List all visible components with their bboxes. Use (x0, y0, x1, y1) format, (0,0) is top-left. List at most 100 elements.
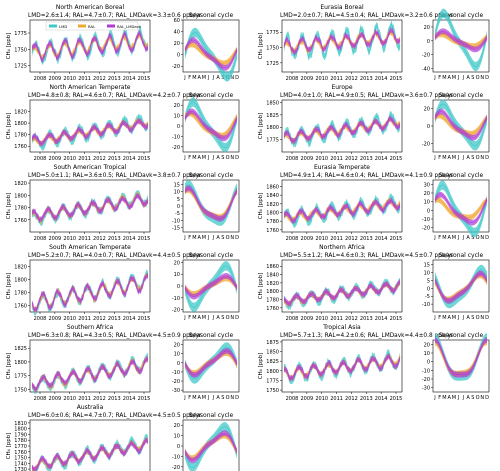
month-tick-label: J (207, 75, 209, 81)
x-tick-label: 2008 (34, 396, 47, 402)
month-tick-label: A (197, 155, 201, 161)
month-tick-label: M (452, 395, 456, 401)
panel-tropical-asia: Tropical Asia LMD=5.7±1.3; RAL=4.2±0.6; R… (258, 324, 490, 402)
series-band-RAL (32, 191, 148, 225)
x-tick-label: 2009 (300, 76, 313, 82)
x-tick-label: 2013 (360, 156, 373, 162)
month-tick-label: J (183, 155, 185, 161)
seasonal-line-RAL_LMDavk (434, 111, 488, 139)
seasonal-cycle-title: Seasonal cycle (189, 252, 234, 259)
x-tick-label: 2015 (390, 396, 403, 402)
month-tick-label: F (188, 235, 191, 241)
y-tick-label: 1820 (266, 202, 279, 208)
month-tick-label: O (476, 395, 480, 401)
x-tick-label: 2011 (330, 76, 343, 82)
seasonal-y-tick-label: -10 (172, 218, 180, 224)
legend-entry-label: RAL (88, 24, 96, 29)
y-axis-label: CH₄ [ppb] (6, 353, 12, 380)
seasonal-y-tick-label: 10 (174, 434, 180, 440)
series-line-RAL_LMDavk (31, 120, 149, 145)
month-tick-label: F (438, 235, 441, 241)
month-tick-label: N (480, 315, 484, 321)
y-tick-label: 1750 (14, 47, 27, 53)
seasonal-band-LMD (185, 97, 237, 153)
y-tick-label: 1760 (14, 144, 27, 150)
x-tick-label: 2015 (138, 316, 151, 322)
series-line-RAL_LMDavk (31, 32, 149, 61)
seasonal-band-RAL_LMDavk (185, 185, 237, 222)
seasonal-y-tick-label: -20 (422, 226, 430, 232)
month-tick-label: J (183, 75, 185, 81)
x-tick-label: 2014 (123, 236, 136, 242)
x-tick-label: 2012 (93, 156, 106, 162)
panel-southern-africa: Southern Africa LMD=6.3±0.8; RAL=4.3±0.5;… (6, 324, 240, 402)
month-tick-label: J (207, 155, 209, 161)
seasonal-line-RAL_LMDavk (434, 273, 488, 302)
month-tick-label: J (183, 235, 185, 241)
timeseries-axes-frame (29, 259, 151, 313)
seasonal-line-RAL_LMDavk (434, 339, 488, 375)
seasonal-y-tick-label: 0 (177, 284, 180, 290)
y-tick-label: 1775 (266, 30, 279, 36)
month-tick-label: A (216, 395, 220, 401)
x-tick-label: 2014 (123, 156, 136, 162)
month-tick-label: M (192, 75, 196, 81)
timeseries-axes-frame (281, 99, 403, 153)
seasonal-axes-frame (432, 259, 490, 313)
month-tick-label: S (221, 315, 224, 321)
y-tick-label: 1760 (14, 450, 27, 456)
legend-swatch-RAL (78, 24, 86, 28)
x-tick-label: 2008 (286, 156, 299, 162)
seasonal-y-tick-label: 30 (424, 182, 430, 188)
month-tick-label: J (212, 315, 214, 321)
timeseries-axes-frame (281, 19, 403, 73)
seasonal-band-RAL (435, 196, 487, 221)
legend-box (45, 21, 139, 31)
x-tick-label: 2010 (315, 156, 328, 162)
panel-region-title: Eurasia Boreal (320, 4, 364, 11)
month-tick-label: J (457, 395, 459, 401)
month-tick-label: J (183, 395, 185, 401)
seasonal-y-tick-label: -20 (172, 465, 180, 471)
y-tick-label: 1800 (14, 121, 27, 127)
x-tick-label: 2013 (360, 76, 373, 82)
seasonal-y-tick-label: 20 (424, 107, 430, 113)
month-tick-label: O (476, 315, 480, 321)
month-tick-label: S (221, 395, 224, 401)
month-tick-label: J (212, 155, 214, 161)
legend-swatch-LMD (49, 24, 57, 28)
y-axis-label: CH₄ [ppb] (6, 273, 12, 300)
panel-trend-stats: LMD=2.0±0.7; RAL=4.5±0.4; RAL_LMDavk=3.2… (280, 13, 454, 19)
x-tick-label: 2012 (93, 396, 106, 402)
x-tick-label: 2008 (286, 396, 299, 402)
seasonal-band-LMD (435, 180, 487, 238)
month-tick-label: A (216, 155, 220, 161)
month-tick-label: M (192, 155, 196, 161)
x-tick-label: 2009 (48, 316, 61, 322)
seasonal-y-tick-label: 0 (177, 124, 180, 130)
y-tick-label: 1750 (266, 46, 279, 52)
panel-region-title: North American Temperate (49, 84, 130, 91)
month-tick-label: M (202, 75, 206, 81)
seasonal-band-LMD (185, 422, 237, 471)
month-tick-label: O (476, 235, 480, 241)
series-band-LMD (32, 26, 148, 66)
month-tick-label: J (462, 75, 464, 81)
month-tick-label: M (202, 155, 206, 161)
x-tick-label: 2013 (360, 316, 373, 322)
y-tick-label: 1820 (14, 181, 27, 187)
month-tick-label: J (462, 395, 464, 401)
y-tick-label: 1725 (14, 64, 27, 70)
month-tick-label: A (466, 155, 470, 161)
x-tick-label: 2010 (315, 316, 328, 322)
seasonal-y-tick-label: 10 (424, 351, 430, 357)
month-tick-label: N (230, 395, 234, 401)
x-tick-label: 2015 (138, 396, 151, 402)
series-band-RAL_LMDavk (32, 272, 148, 313)
month-tick-label: M (442, 235, 446, 241)
month-tick-label: F (188, 155, 191, 161)
seasonal-cycle-title: Seasonal cycle (189, 12, 234, 19)
x-tick-label: 2015 (390, 156, 403, 162)
seasonal-cycle-title: Seasonal cycle (189, 412, 234, 419)
seasonal-y-tick-label: 20 (174, 41, 180, 47)
